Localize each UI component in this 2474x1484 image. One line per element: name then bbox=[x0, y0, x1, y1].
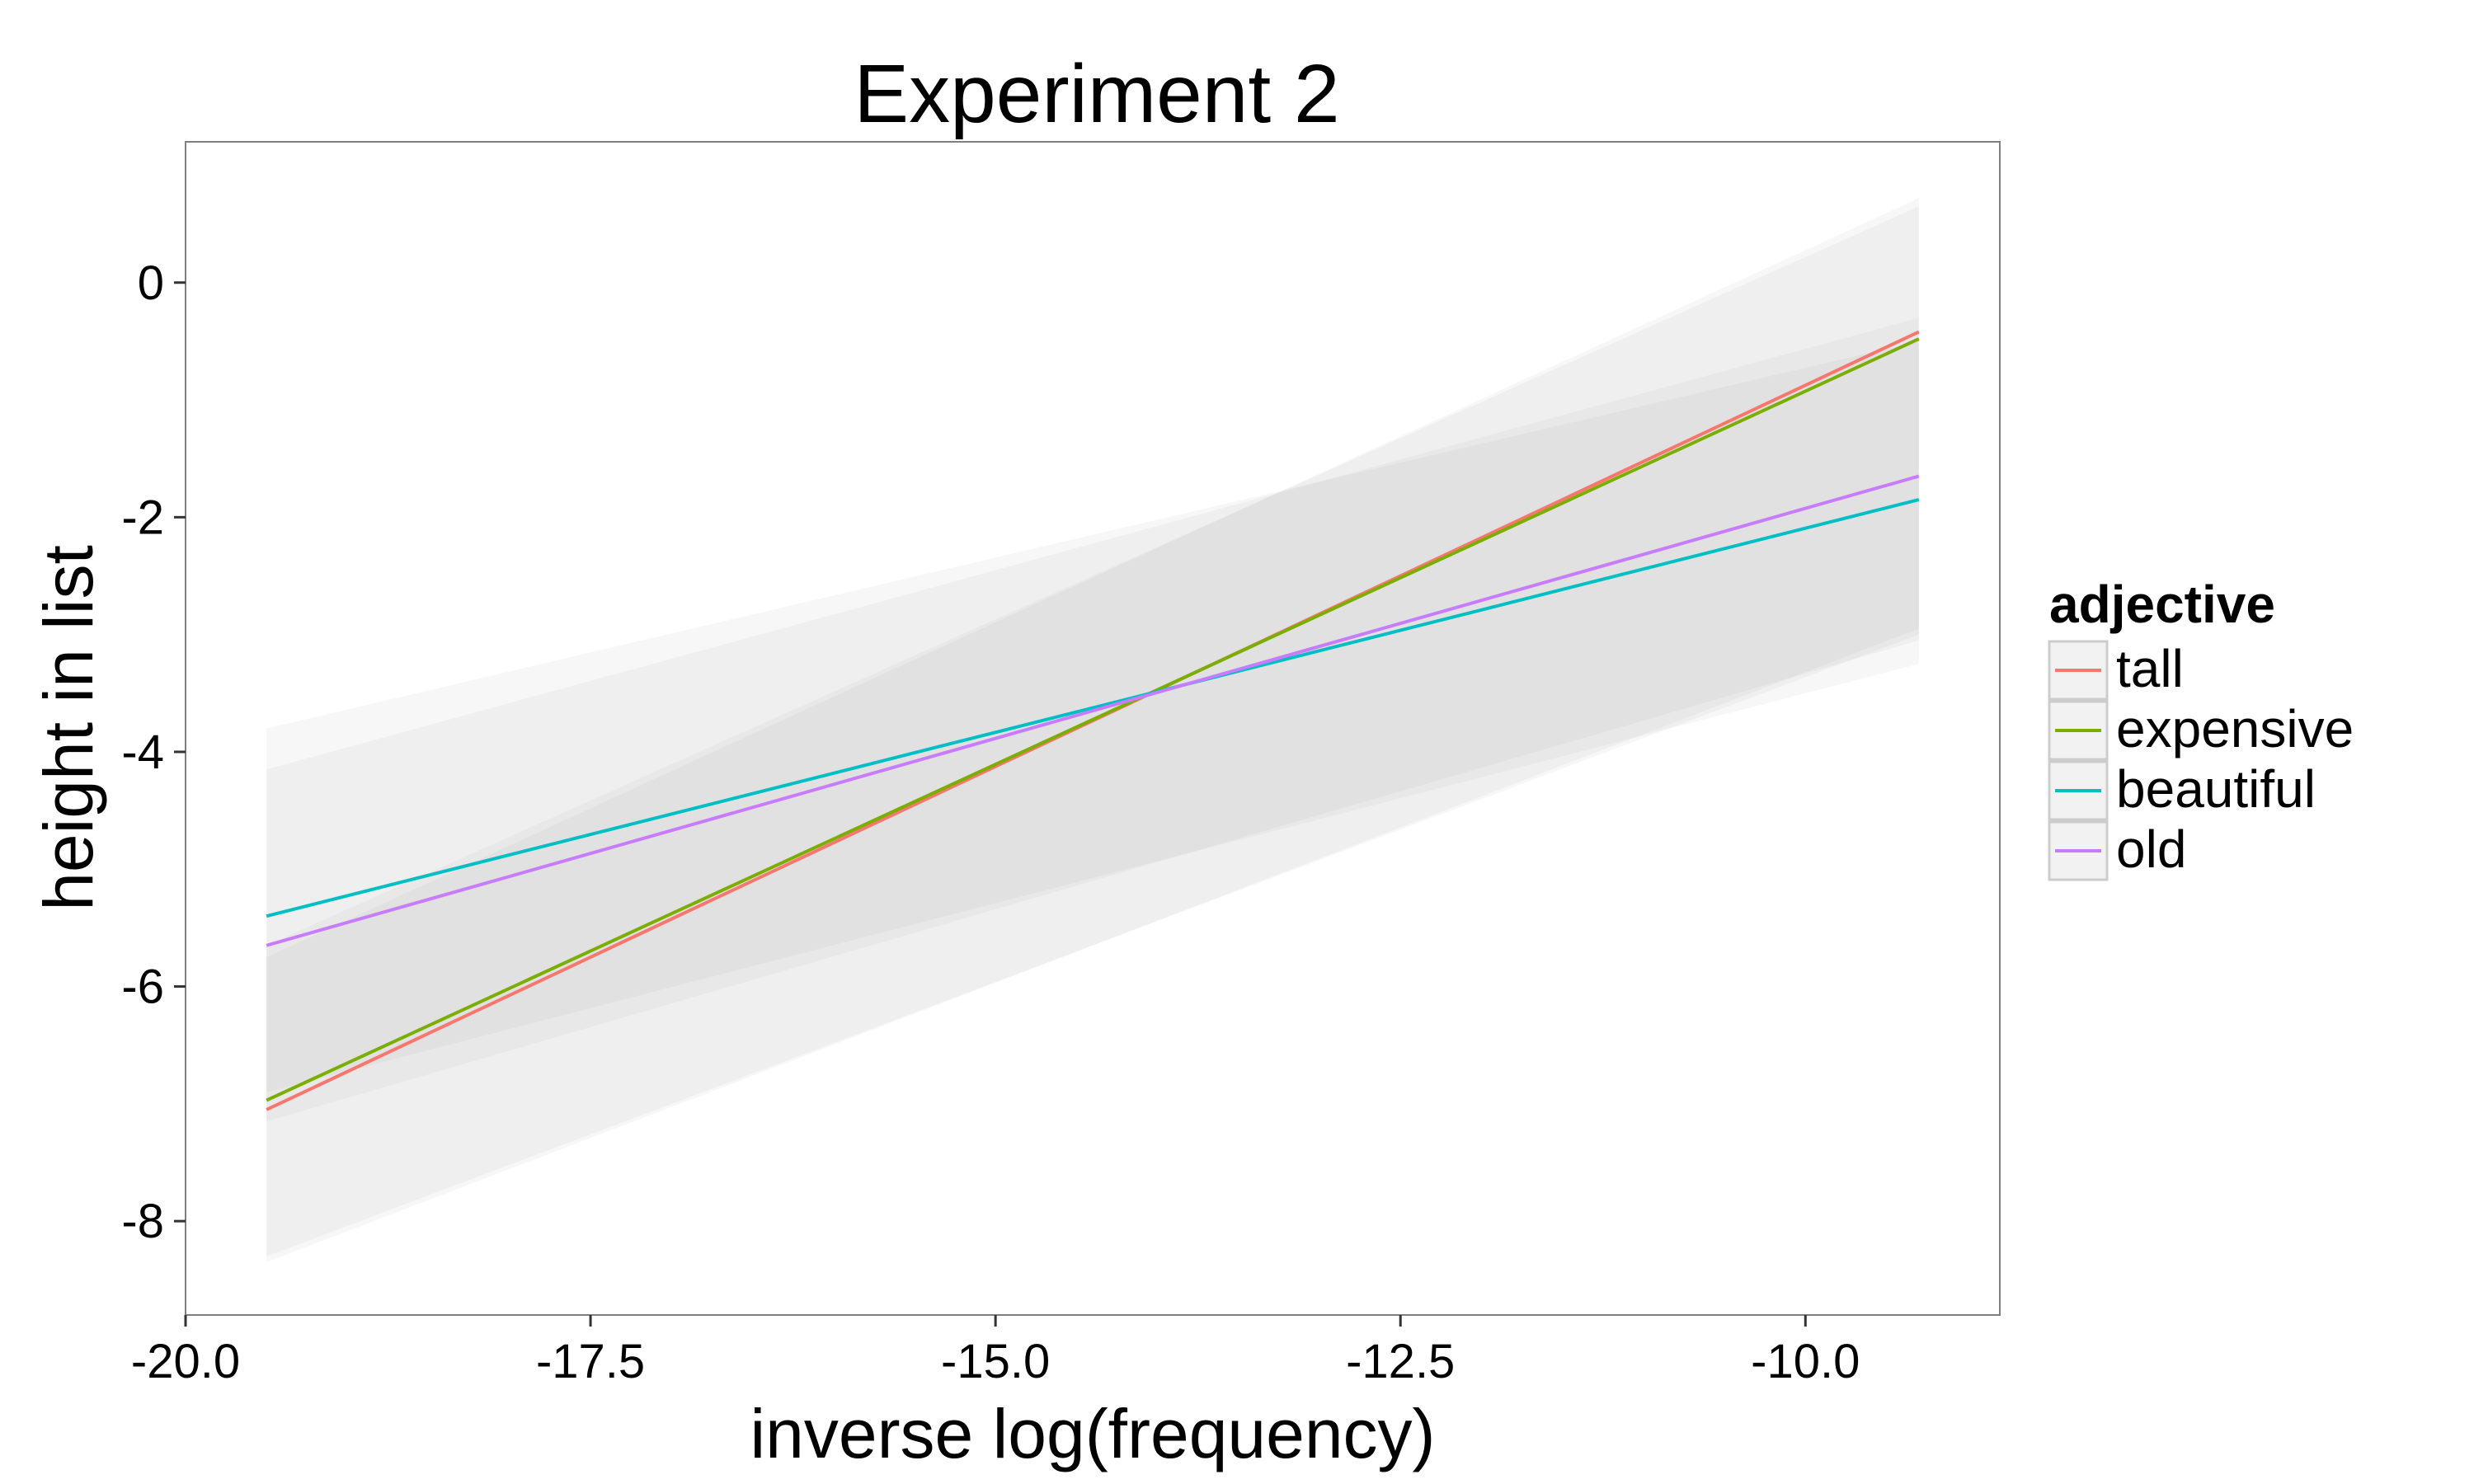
legend-item-old: old bbox=[2048, 819, 2186, 881]
plot-border bbox=[185, 141, 2001, 1316]
series-lines bbox=[266, 330, 1920, 1111]
ci-band-tall bbox=[266, 198, 1919, 1262]
chart-title: Experiment 2 bbox=[854, 48, 1339, 140]
x-tick-label: -17.5 bbox=[536, 1335, 645, 1388]
plot-area bbox=[185, 141, 2001, 1316]
series-line-expensive bbox=[266, 337, 1920, 1102]
legend-label: expensive bbox=[2116, 699, 2354, 758]
x-tick-label: -20.0 bbox=[131, 1335, 240, 1388]
y-tick-label: -8 bbox=[121, 1195, 164, 1248]
x-tick-label: -10.0 bbox=[1751, 1335, 1860, 1388]
legend-label: beautiful bbox=[2116, 759, 2316, 819]
x-axis: -20.0 -17.5 -15.0 -12.5 -10.0 bbox=[131, 1315, 1860, 1388]
legend-label: tall bbox=[2116, 639, 2184, 698]
ci-band-expensive bbox=[266, 206, 1919, 1256]
y-tick-label: -6 bbox=[121, 960, 164, 1014]
legend-item-tall: tall bbox=[2048, 639, 2184, 701]
legend-title: adjective bbox=[2049, 575, 2275, 634]
y-tick-label: 0 bbox=[138, 256, 164, 310]
legend-label: old bbox=[2116, 819, 2186, 879]
y-tick-label: -4 bbox=[121, 726, 164, 779]
series-line-old bbox=[266, 474, 1920, 947]
legend-item-beautiful: beautiful bbox=[2048, 759, 2316, 821]
x-tick-label: -15.0 bbox=[941, 1335, 1050, 1388]
y-axis-label: height in list bbox=[30, 545, 107, 911]
plot-background bbox=[186, 142, 2000, 1315]
y-axis: 0 -2 -4 -6 -8 bbox=[121, 256, 186, 1248]
legend-item-expensive: expensive bbox=[2048, 699, 2354, 761]
series-line-beautiful bbox=[266, 498, 1920, 918]
y-tick-label: -2 bbox=[121, 491, 164, 544]
x-tick-label: -12.5 bbox=[1346, 1335, 1455, 1388]
x-axis-label: inverse log(frequency) bbox=[750, 1395, 1435, 1472]
